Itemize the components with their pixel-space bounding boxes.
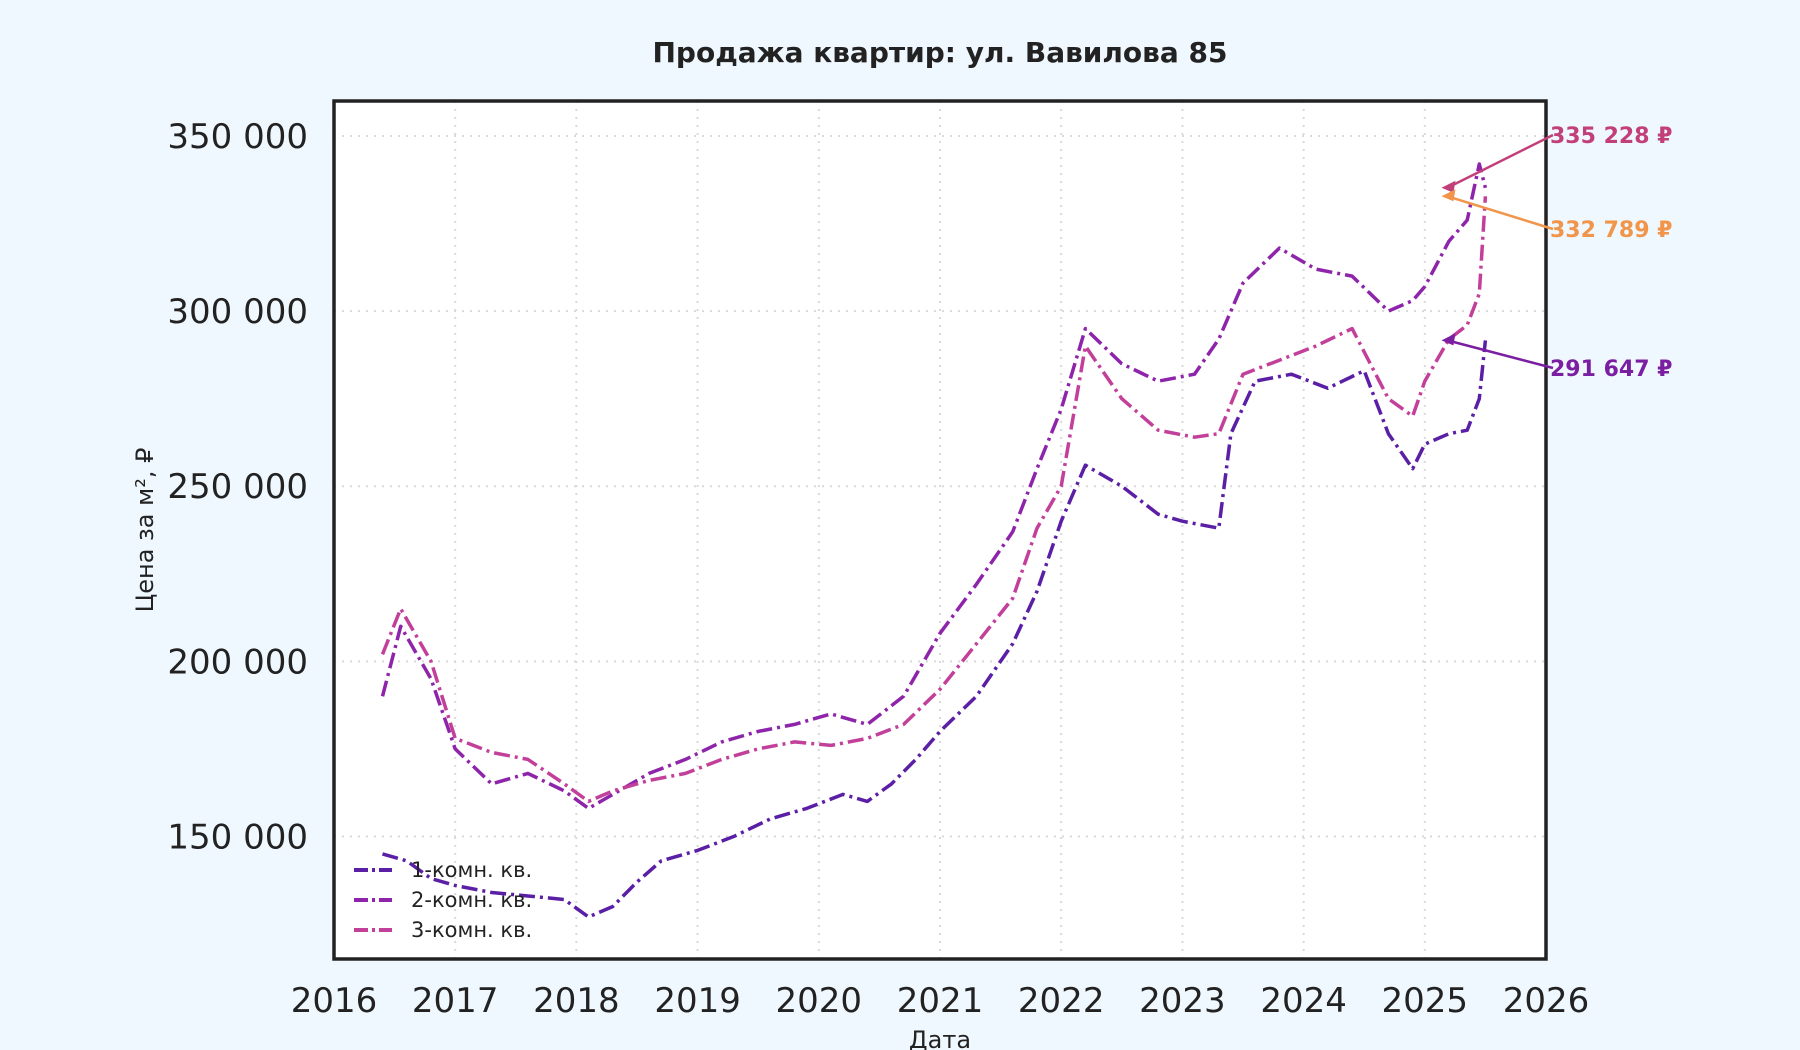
chart-title: Продажа квартир: ул. Вавилова 85 bbox=[652, 36, 1227, 69]
legend-label: 1-комн. кв. bbox=[411, 858, 532, 882]
legend-label: 3-комн. кв. bbox=[411, 918, 532, 942]
annotation-arrow bbox=[1447, 339, 1554, 370]
x-axis-label: Дата bbox=[909, 1026, 971, 1050]
x-tick-label: 2017 bbox=[412, 981, 499, 1021]
annotation-arrowhead bbox=[1441, 333, 1456, 346]
legend-label: 2-комн. кв. bbox=[411, 888, 532, 912]
annotation-arrowhead bbox=[1441, 180, 1456, 193]
x-tick-label: 2020 bbox=[776, 981, 863, 1021]
plot-background bbox=[334, 101, 1546, 959]
grid-layer bbox=[333, 101, 1547, 959]
x-tick-label: 2022 bbox=[1018, 981, 1105, 1021]
x-tick-label: 2021 bbox=[897, 981, 984, 1021]
y-tick-label: 200 000 bbox=[167, 642, 308, 682]
x-tick-label: 2018 bbox=[533, 981, 620, 1021]
x-tick-label: 2023 bbox=[1139, 981, 1226, 1021]
annotation-arrowhead bbox=[1441, 189, 1456, 202]
legend: 1-комн. кв. 2-комн. кв. 3-комн. кв. bbox=[354, 858, 532, 942]
series-line-1 bbox=[382, 340, 1488, 919]
annotation-label: 335 228 ₽ bbox=[1550, 124, 1672, 149]
annotations: 335 228 ₽ 332 789 ₽ 291 647 ₽ bbox=[1441, 124, 1672, 382]
y-tick-label: 250 000 bbox=[167, 467, 308, 507]
y-tick-label: 300 000 bbox=[167, 292, 308, 332]
tick-layer: 2016 2017 2018 2019 2020 2021 2022 2023 2024 2025… bbox=[167, 117, 1589, 1021]
x-tick-label: 2019 bbox=[654, 981, 741, 1021]
y-tick-label: 150 000 bbox=[167, 817, 308, 857]
x-tick-label: 2016 bbox=[291, 981, 378, 1021]
series-line-2 bbox=[380, 162, 1488, 811]
series-line-3 bbox=[380, 196, 1488, 804]
annotation-label: 291 647 ₽ bbox=[1550, 357, 1672, 382]
y-axis-label: Цена за м², ₽ bbox=[131, 448, 159, 613]
x-tick-label: 2026 bbox=[1503, 981, 1590, 1021]
y-tick-label: 350 000 bbox=[167, 117, 308, 157]
annotation-arrow bbox=[1447, 195, 1554, 231]
x-tick-label: 2025 bbox=[1382, 981, 1469, 1021]
annotation-arrow bbox=[1446, 133, 1554, 189]
plot-frame bbox=[332, 99, 1548, 961]
annotation-label: 332 789 ₽ bbox=[1550, 218, 1672, 243]
x-tick-label: 2024 bbox=[1260, 981, 1347, 1021]
series-layer bbox=[380, 162, 1488, 919]
